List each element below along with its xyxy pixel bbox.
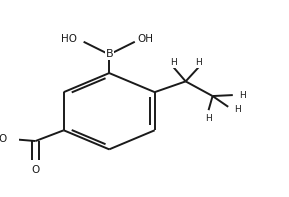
Text: H: H	[205, 114, 212, 124]
Text: H: H	[239, 91, 245, 99]
Text: O: O	[31, 165, 40, 175]
Text: OH: OH	[138, 34, 153, 44]
Text: HO: HO	[61, 34, 77, 44]
Text: H: H	[234, 105, 241, 114]
Text: O: O	[0, 134, 7, 143]
Text: H: H	[170, 59, 177, 68]
Text: H: H	[195, 59, 202, 68]
Text: B: B	[105, 49, 113, 59]
